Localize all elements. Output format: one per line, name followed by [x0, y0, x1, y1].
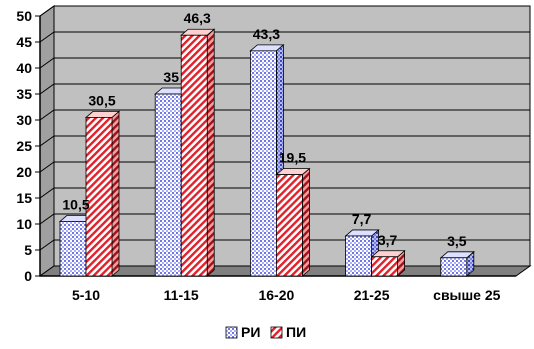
legend-swatch-ri [225, 326, 238, 339]
legend-label-ri: РИ [241, 324, 260, 340]
y-tick-label: 25 [16, 138, 32, 154]
y-tick-label: 45 [16, 34, 32, 50]
legend-label-pi: ПИ [286, 324, 306, 340]
data-label-pi: 46,3 [184, 10, 211, 26]
bar-ri [249, 50, 277, 277]
bar-ri [59, 220, 87, 277]
gridline [39, 31, 530, 43]
bar-pi-side [206, 28, 215, 277]
y-tick-label: 10 [16, 216, 32, 232]
bar-pi [180, 34, 208, 277]
data-label-pi: 3,7 [378, 232, 398, 248]
bar-ri [154, 93, 182, 277]
gridline [39, 109, 530, 121]
x-tick-label: 5-10 [72, 287, 100, 303]
bar-pi [85, 117, 113, 277]
data-label-pi: 19,5 [279, 150, 306, 166]
gridline [39, 57, 530, 69]
bar-pi [371, 256, 399, 277]
data-label-ri: 7,7 [352, 211, 372, 227]
gridline [39, 5, 530, 17]
y-tick-label: 5 [24, 242, 32, 258]
y-tick-label: 0 [24, 268, 32, 284]
data-label-pi: 30,5 [88, 92, 115, 108]
y-tick-label: 40 [16, 60, 32, 76]
data-label-ri: 10,5 [62, 196, 89, 212]
data-label-ri: 3,5 [447, 233, 467, 249]
bar-pi-side [301, 167, 310, 277]
bar-ri [440, 257, 468, 277]
data-label-ri: 35 [163, 69, 179, 85]
gridline [39, 135, 530, 147]
gridline [39, 213, 530, 225]
y-tick-label: 20 [16, 164, 32, 180]
y-tick-label: 30 [16, 112, 32, 128]
legend-swatch-pi [270, 326, 283, 339]
bar-ri [345, 235, 373, 277]
x-tick-label: свыше 25 [433, 287, 500, 303]
x-tick-label: 16-20 [258, 287, 294, 303]
x-tick-label: 21-25 [354, 287, 390, 303]
y-tick-label: 50 [16, 8, 32, 24]
data-label-ri: 43,3 [253, 26, 280, 42]
bar-pi [275, 174, 303, 277]
gridline [39, 187, 530, 199]
x-tick-label: 11-15 [164, 287, 199, 303]
gridline [39, 83, 530, 95]
y-tick-label: 35 [16, 86, 32, 102]
bar-pi-side [111, 110, 120, 277]
y-tick-label: 15 [16, 190, 32, 206]
gridline [39, 161, 530, 173]
